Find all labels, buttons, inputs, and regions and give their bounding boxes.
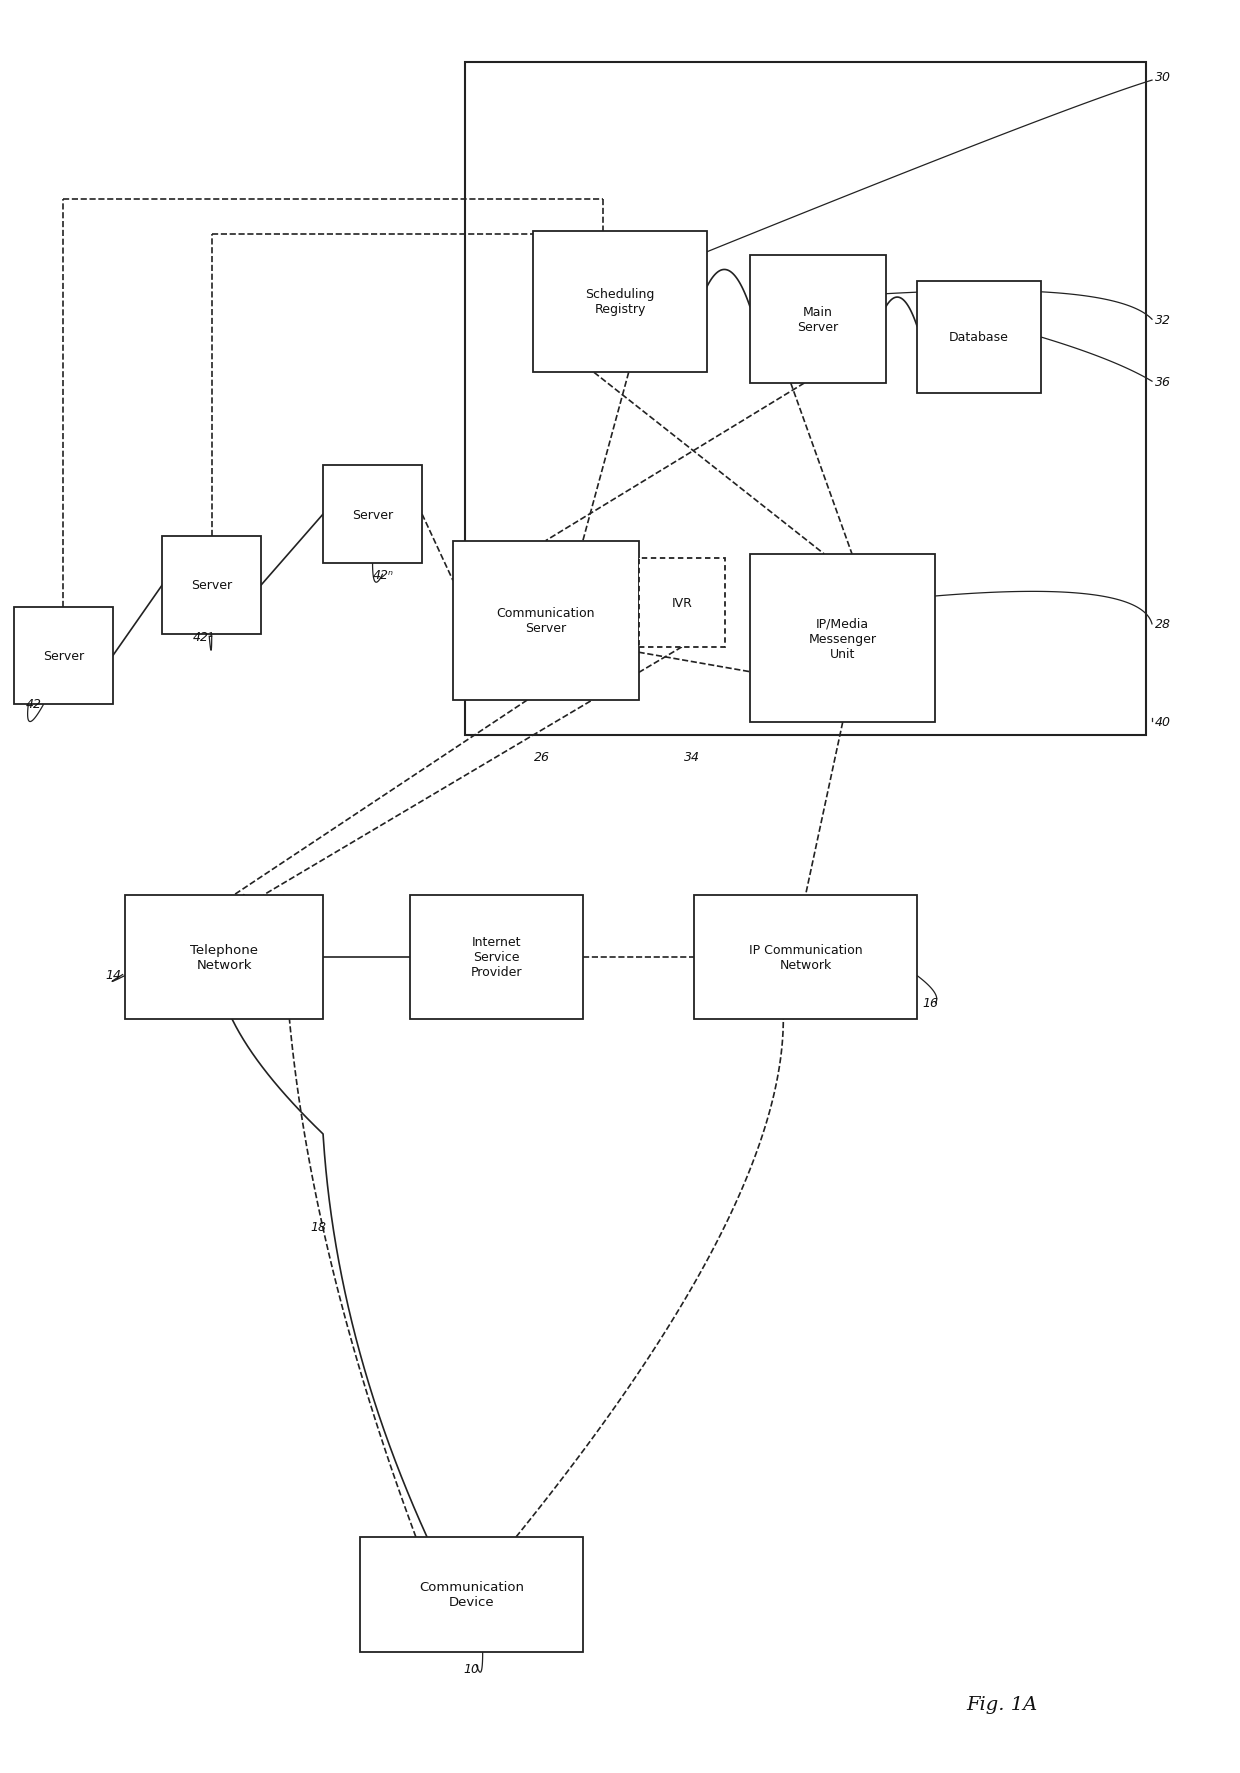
Text: Main
Server: Main Server: [797, 307, 838, 333]
Text: Fig. 1A: Fig. 1A: [966, 1695, 1038, 1713]
Text: 14: 14: [105, 968, 122, 982]
Text: 28: 28: [1154, 619, 1171, 631]
FancyBboxPatch shape: [533, 232, 707, 372]
Text: 26: 26: [534, 750, 551, 764]
Text: Server: Server: [191, 580, 232, 592]
FancyBboxPatch shape: [750, 257, 887, 383]
FancyBboxPatch shape: [694, 895, 916, 1019]
Text: 42ⁿ: 42ⁿ: [372, 569, 393, 582]
Text: Communication
Device: Communication Device: [419, 1580, 525, 1608]
Text: 42: 42: [26, 697, 42, 711]
FancyBboxPatch shape: [14, 608, 113, 706]
Text: 32: 32: [1154, 314, 1171, 326]
Text: Telephone
Network: Telephone Network: [190, 943, 258, 972]
FancyBboxPatch shape: [639, 558, 725, 647]
Text: 10: 10: [464, 1663, 480, 1675]
FancyBboxPatch shape: [360, 1537, 583, 1652]
Text: Scheduling
Registry: Scheduling Registry: [585, 289, 655, 316]
FancyBboxPatch shape: [409, 895, 583, 1019]
Text: IP/Media
Messenger
Unit: IP/Media Messenger Unit: [808, 617, 877, 660]
Text: 18: 18: [311, 1220, 326, 1232]
FancyBboxPatch shape: [453, 541, 639, 700]
Text: 34: 34: [683, 750, 699, 764]
FancyBboxPatch shape: [125, 895, 324, 1019]
Text: 40: 40: [1154, 715, 1171, 729]
Text: 36: 36: [1154, 376, 1171, 388]
Text: IVR: IVR: [671, 598, 692, 610]
FancyBboxPatch shape: [162, 537, 262, 635]
Text: IP Communication
Network: IP Communication Network: [749, 943, 862, 972]
Text: 16: 16: [923, 996, 937, 1011]
Text: Server: Server: [352, 509, 393, 521]
Text: Communication
Server: Communication Server: [496, 606, 595, 635]
Text: Internet
Service
Provider: Internet Service Provider: [470, 936, 522, 979]
Text: Server: Server: [42, 651, 84, 663]
Text: Database: Database: [949, 332, 1008, 344]
FancyBboxPatch shape: [324, 466, 422, 564]
Text: 42¹: 42¹: [193, 631, 215, 644]
FancyBboxPatch shape: [916, 282, 1040, 394]
Text: 30: 30: [1154, 71, 1171, 83]
FancyBboxPatch shape: [750, 555, 935, 723]
